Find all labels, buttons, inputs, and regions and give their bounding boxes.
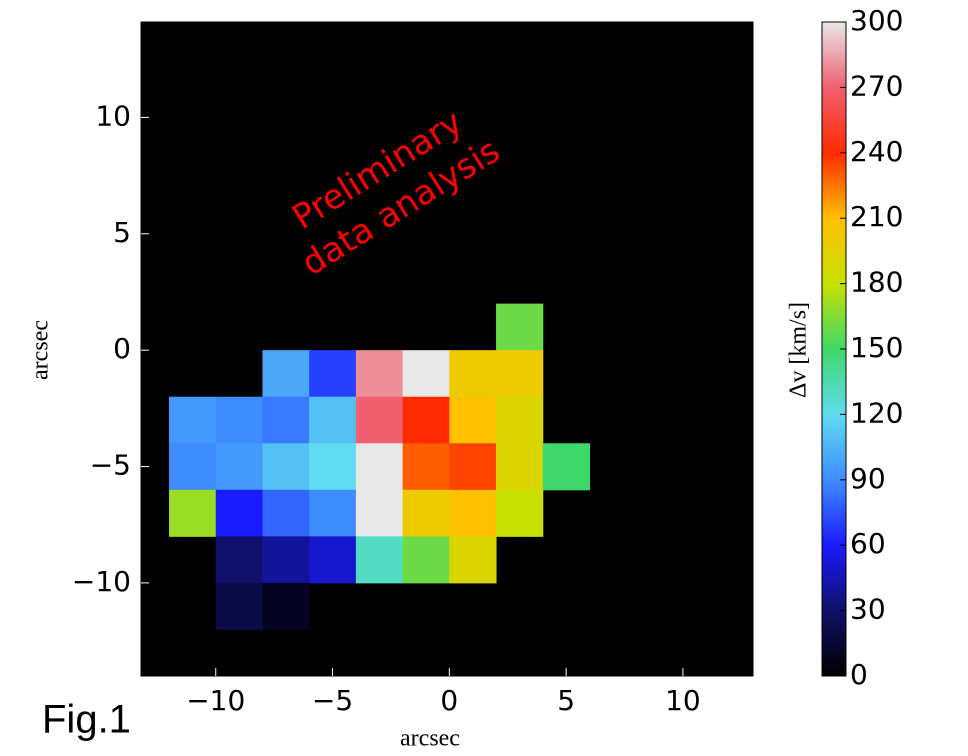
x-tick-label: 0 (440, 684, 458, 717)
heat-cell (309, 443, 357, 491)
heat-cell (309, 350, 357, 398)
colorbar-tick-label: 90 (850, 462, 886, 495)
heat-cell (496, 443, 544, 491)
heat-cell (542, 443, 590, 491)
plot-frame (140, 21, 754, 677)
colorbar-tick-label: 210 (850, 200, 903, 233)
x-axis-label: arcsec (400, 726, 460, 752)
heat-cell (169, 443, 217, 491)
heat-cell (449, 489, 497, 537)
heat-cell (449, 443, 497, 491)
heat-cell (496, 303, 544, 351)
heat-cell (355, 536, 404, 584)
colorbar-tick-label: 30 (850, 593, 886, 626)
x-tick-label: 10 (665, 684, 701, 717)
heat-cell (355, 443, 404, 491)
heat-cell (449, 536, 497, 584)
heat-cell (262, 443, 310, 491)
heat-cell (215, 489, 263, 537)
heat-cell (309, 489, 357, 537)
colorbar-tick-label: 0 (850, 658, 868, 691)
heat-cell (496, 350, 544, 398)
heat-cell (262, 489, 310, 537)
heat-cell (449, 350, 497, 398)
heat-cell (402, 396, 450, 444)
heat-cell (169, 489, 217, 537)
colorbar-tick-label: 240 (850, 135, 903, 168)
heat-cell (402, 536, 450, 584)
colorbar-tick-label: 120 (850, 396, 903, 429)
heat-cell (355, 396, 404, 444)
y-tick-label: 10 (95, 99, 131, 132)
heat-cell (496, 396, 544, 444)
heat-cell (496, 489, 544, 537)
colorbar-tick-label: 270 (850, 69, 903, 102)
heat-cell (402, 489, 450, 537)
heat-cell (262, 396, 310, 444)
heat-cell (309, 536, 357, 584)
colorbar-tick-label: 180 (850, 266, 903, 299)
heat-cell (215, 582, 263, 630)
colorbar-tick-label: 300 (850, 4, 903, 37)
y-tick-label: −10 (72, 565, 131, 598)
heat-cell (262, 582, 310, 630)
heat-cell (215, 536, 263, 584)
heat-cell (262, 350, 310, 398)
heat-cell (169, 396, 217, 444)
colorbar-tick-label: 60 (850, 527, 886, 560)
heat-cell (402, 443, 450, 491)
heat-cell (355, 489, 404, 537)
y-tick-label: 0 (113, 332, 131, 365)
colorbar-tick-label: 150 (850, 331, 903, 364)
heat-cell (215, 396, 263, 444)
heat-cell (215, 443, 263, 491)
figure-label: Fig.1 (42, 698, 131, 742)
y-tick-label: 5 (113, 216, 131, 249)
x-tick-label: −10 (186, 684, 245, 717)
heat-cell (402, 350, 450, 398)
y-tick-label: −5 (90, 449, 131, 482)
y-axis-label: arcsec (28, 320, 54, 380)
x-tick-label: −5 (312, 684, 353, 717)
heat-cell (449, 396, 497, 444)
colorbar-label: Δv [km/s] (786, 302, 812, 398)
heat-cell (262, 536, 310, 584)
x-tick-label: 5 (557, 684, 575, 717)
heat-cell (309, 396, 357, 444)
heat-cell (355, 350, 404, 398)
